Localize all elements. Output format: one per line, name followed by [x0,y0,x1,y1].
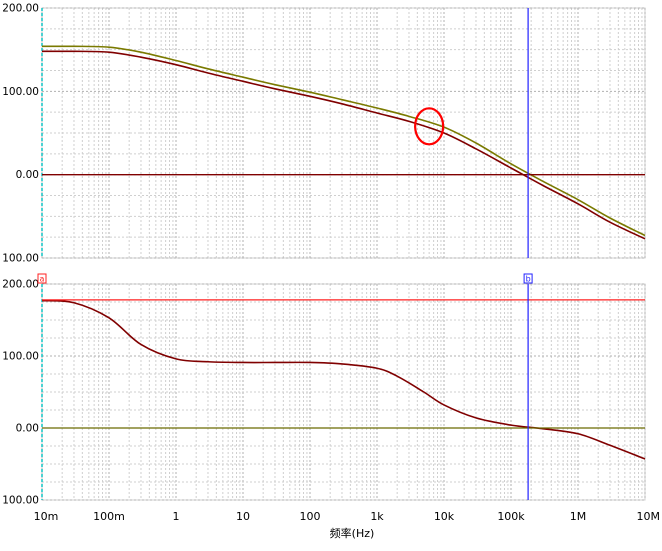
x-tick-label: 100k [497,510,525,523]
top-panel-series [41,45,646,240]
x-axis-label: 频率(Hz) [330,526,375,540]
y-tick-label: 100.00 [2,86,39,98]
cursor-a-label: a [40,275,45,284]
x-tick-label: 100 [300,510,321,523]
top-panel-grid [41,7,646,259]
cursor-b-marker [523,273,533,284]
y-tick-label: 100.00 [2,495,39,507]
x-tick-label: 10M [637,510,661,523]
x-tick-label: 10m [34,510,59,523]
top-panel-cursor-and-annotation [414,8,529,258]
x-tick-label: 1k [370,510,384,523]
x-tick-label: 10k [434,510,455,523]
y-tick-label: 100.00 [2,351,39,363]
y-tick-label: 200.00 [2,3,39,15]
series-line [41,299,646,460]
y-tick-label: 200.00 [2,279,39,291]
x-tick-label: 1 [173,510,180,523]
series-line [41,45,646,237]
series-line [41,50,646,240]
bottom-panel-y-tick-labels: 200.00 100.00 0.00 100.00 [2,279,39,507]
y-tick-label: 0.00 [16,169,39,181]
x-tick-label: 100m [93,510,125,523]
bottom-panel-series [41,299,646,460]
cursor-b-label: b [526,275,531,284]
x-tick-label: 10 [236,510,250,523]
highlight-ellipse [414,107,445,146]
bottom-panel-grid [41,283,646,501]
x-tick-labels: 10m 100m 1 10 100 1k 10k 100k 1M 10M [34,510,660,523]
y-tick-label: 0.00 [16,423,39,435]
x-tick-label: 1M [570,510,587,523]
top-panel-y-tick-labels: 200.00 100.00 0.00 100.00 [2,3,39,265]
y-tick-label: 100.00 [2,253,39,265]
cursor-a-marker [37,273,47,284]
